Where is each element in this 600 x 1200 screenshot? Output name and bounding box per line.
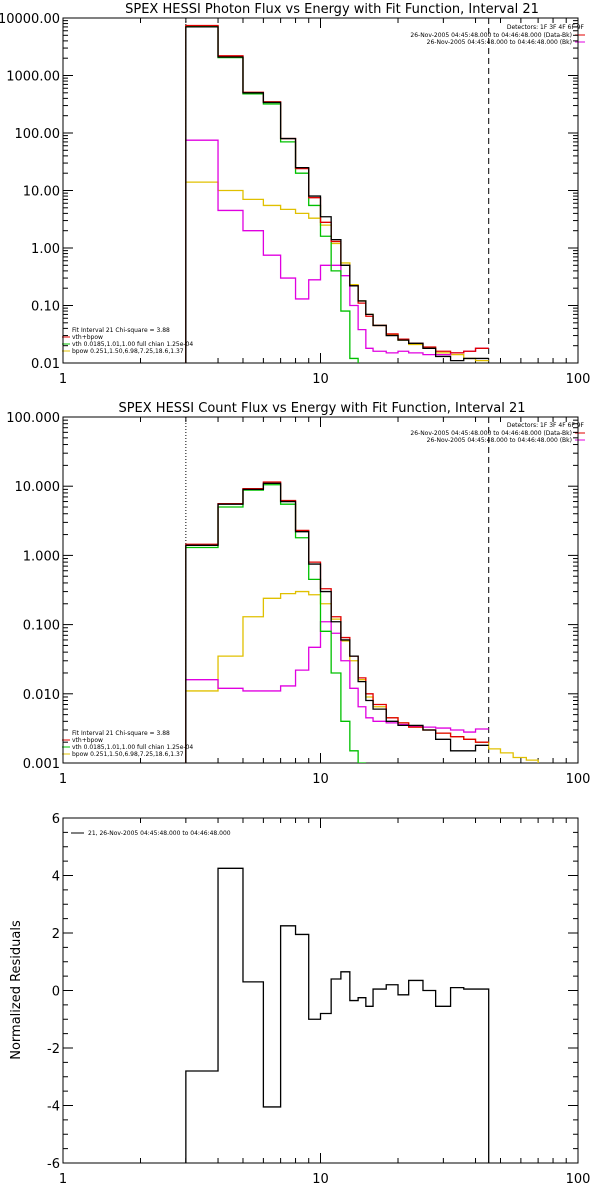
legend-vthbpow: vth+bpow xyxy=(72,334,103,341)
series-bpow xyxy=(185,181,489,363)
y-tick-label: 4 xyxy=(52,870,60,885)
series-vth-bpow xyxy=(185,481,489,763)
y-tick-label: 0.01 xyxy=(31,357,60,372)
legend-data-bk: 26-Nov-2005 04:45:48.000 to 04:46:48.000… xyxy=(410,430,572,437)
residuals-legend: 21, 26-Nov-2005 04:45:48.000 to 04:46:48… xyxy=(71,830,231,837)
x-tick-label: 100 xyxy=(566,1172,591,1187)
x-tick-label: 10 xyxy=(312,772,329,787)
x-tick-label: 1 xyxy=(59,372,67,387)
y-tick-label: 0 xyxy=(52,985,60,1000)
legend-bk: 26-Nov-2005 04:45:48.000 to 04:46:48.000… xyxy=(427,437,572,444)
x-tick-label: 10 xyxy=(312,1172,329,1187)
series-residual-model xyxy=(185,621,489,763)
legend-detectors: Detectors: 1F 3F 4F 6F 9F xyxy=(507,422,585,429)
y-tick-label: -6 xyxy=(47,1157,60,1172)
y-tick-label: 0.001 xyxy=(23,757,60,772)
series-21 xyxy=(185,867,490,1163)
legend-detectors: Detectors: 1F 3F 4F 6F 9F xyxy=(507,24,585,31)
legend-bpow: bpow 0.251,1.50,6.98,7.25,18.6,1.37 xyxy=(72,348,184,355)
legend-interval: 21, 26-Nov-2005 04:45:48.000 to 04:46:48… xyxy=(88,830,231,837)
y-tick-label: 0.010 xyxy=(23,688,60,703)
x-tick-label: 1 xyxy=(59,772,67,787)
y-tick-label: 1.000 xyxy=(23,549,60,564)
y-tick-label: 10000.00 xyxy=(0,12,60,27)
y-tick-label: 10.000 xyxy=(15,480,61,495)
legend-data-bk: 26-Nov-2005 04:45:48.000 to 04:46:48.000… xyxy=(410,32,572,39)
y-tick-label: 1.00 xyxy=(31,242,60,257)
residuals-panel: Normalized Residuals 21, 26-Nov-2005 04:… xyxy=(9,812,590,1187)
legend-vth: vth 0.0185,1.01,1.00 full chian 1.25e-04 xyxy=(72,341,193,348)
y-tick-label: 10.00 xyxy=(23,185,60,200)
x-tick-label: 100 xyxy=(566,772,591,787)
legend-vthbpow: vth+bpow xyxy=(72,737,103,744)
legend-bpow: bpow 0.251,1.50,6.98,7.25,18.6,1.37 xyxy=(72,751,184,758)
photon-flux-panel: SPEX HESSI Photon Flux vs Energy with Fi… xyxy=(0,2,591,387)
count-flux-legend-bottom: Fit Interval 21 Chi-square = 3.88 vth+bp… xyxy=(62,730,193,758)
x-tick-label: 1 xyxy=(59,1172,67,1187)
y-tick-label: 6 xyxy=(52,812,60,827)
y-tick-label: 1000.00 xyxy=(6,70,60,85)
plot-frame xyxy=(62,817,579,1164)
legend-vth: vth 0.0185,1.01,1.00 full chian 1.25e-04 xyxy=(72,744,193,751)
y-tick-label: 2 xyxy=(52,927,60,942)
count-flux-title: SPEX HESSI Count Flux vs Energy with Fit… xyxy=(118,401,525,416)
legend-bk: 26-Nov-2005 04:45:48.000 to 04:46:48.000… xyxy=(427,39,572,46)
plot-frame xyxy=(62,17,579,364)
photon-flux-legend-top: Detectors: 1F 3F 4F 6F 9F 26-Nov-2005 04… xyxy=(410,24,585,46)
y-tick-label: -4 xyxy=(47,1100,60,1115)
photon-flux-legend-bottom: Fit Interval 21 Chi-square = 3.88 vth+bp… xyxy=(62,327,193,355)
y-tick-label: 100.00 xyxy=(15,127,61,142)
y-tick-label: -2 xyxy=(47,1042,60,1057)
count-flux-legend-top: Detectors: 1F 3F 4F 6F 9F 26-Nov-2005 04… xyxy=(410,422,585,444)
series-data xyxy=(185,26,489,363)
series-residual-model xyxy=(185,139,489,363)
y-tick-label: 0.10 xyxy=(31,300,60,315)
y-tick-label: 100.000 xyxy=(6,411,60,426)
series-vth xyxy=(185,25,359,363)
residuals-y-label: Normalized Residuals xyxy=(9,920,24,1060)
x-tick-label: 100 xyxy=(566,372,591,387)
series-vth xyxy=(185,484,366,763)
x-tick-label: 10 xyxy=(312,372,329,387)
series-vth-bpow xyxy=(185,24,489,363)
photon-flux-title: SPEX HESSI Photon Flux vs Energy with Fi… xyxy=(125,2,539,17)
series-data xyxy=(185,482,489,763)
y-tick-label: 0.100 xyxy=(23,619,60,634)
legend-fit-interval: Fit Interval 21 Chi-square = 3.88 xyxy=(72,730,170,737)
legend-fit-interval: Fit Interval 21 Chi-square = 3.88 xyxy=(72,327,170,334)
count-flux-panel: SPEX HESSI Count Flux vs Energy with Fit… xyxy=(6,401,590,787)
